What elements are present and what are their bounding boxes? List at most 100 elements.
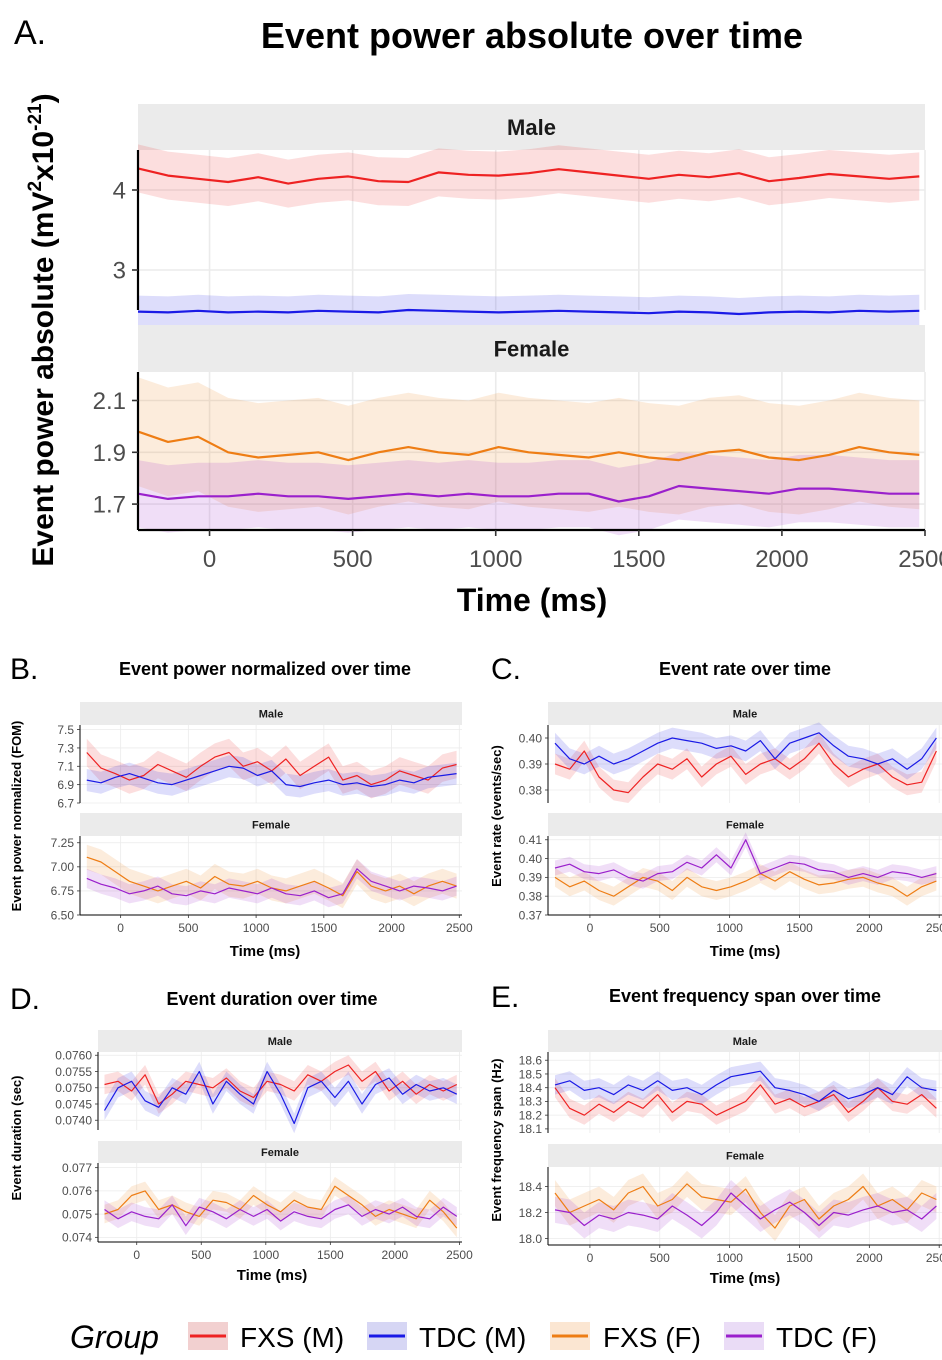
chart-d-female-y-tick-label-3: 0.077 (62, 1161, 92, 1175)
chart-b-x-tick-label-2: 1000 (243, 921, 270, 935)
panel-letter-a: A. (14, 14, 46, 52)
chart-e-x-tick-label-5: 2500 (926, 1251, 942, 1265)
chart-b-male-y-tick-label-1: 6.9 (57, 778, 74, 792)
panel-letter-b: B. (10, 653, 38, 686)
chart-a-xlabel: Time (ms) (457, 582, 608, 618)
chart-a-ylabel-part-1: Event power absolute (mV (27, 192, 60, 567)
legend-label-fxs-m: FXS (M) (240, 1322, 344, 1353)
chart-a-female-y-tick-label-2: 2.1 (93, 388, 126, 415)
chart-c-male-strip-label: Male (733, 708, 757, 720)
chart-e-female-strip-label: Female (726, 1150, 764, 1162)
chart-c-x-tick-label-3: 1500 (786, 921, 813, 935)
chart-d-x-tick-label-0: 0 (133, 1248, 140, 1262)
chart-c-x-tick-label-2: 1000 (716, 921, 743, 935)
chart-b-x-tick-label-1: 500 (178, 921, 198, 935)
chart-b-x-tick-label-4: 2000 (378, 921, 405, 935)
chart-e-male-fxs-m-line (554, 1084, 937, 1116)
legend-label-tdc-m: TDC (M) (419, 1322, 526, 1353)
chart-a-male-fxs-m-line (137, 167, 920, 185)
chart-a-x-tick-label-5: 2500 (898, 546, 942, 573)
chart-c-title: Event rate over time (659, 659, 831, 679)
chart-e-x-tick-label-2: 1000 (716, 1251, 743, 1265)
chart-b-female-strip-label: Female (252, 819, 290, 831)
chart-b-female-y-tick-label-0: 6.50 (51, 908, 75, 922)
chart-b-title: Event power normalized over time (119, 659, 411, 679)
chart-e-female-strip (548, 1144, 942, 1167)
legend-label-tdc-f: TDC (F) (776, 1322, 877, 1353)
chart-a-x-tick-label-3: 1500 (612, 546, 665, 573)
chart-b-xlabel: Time (ms) (230, 943, 301, 960)
chart-d-female-fxs-f-ribbon (104, 1176, 457, 1238)
chart-a-female-strip-label: Female (494, 336, 570, 361)
chart-e-male-y-tick-label-4: 18.5 (519, 1067, 543, 1081)
chart-d-x-tick-label-4: 2000 (382, 1248, 409, 1262)
chart-e-female-y-tick-label-1: 18.2 (519, 1206, 543, 1220)
chart-c-x-tick-label-4: 2000 (856, 921, 883, 935)
chart-e-x-tick-label-0: 0 (587, 1251, 594, 1265)
plot-area: Male 3 4 Female 1.7 1.9 2.1 0 500 1000 1500 2000 250… (51, 104, 942, 1265)
chart-d-x-tick-label-3: 1500 (317, 1248, 344, 1262)
chart-c-male-y-tick-label-1: 0.39 (519, 757, 543, 771)
chart-c-x-tick-label-0: 0 (587, 921, 594, 935)
chart-d-male-y-tick-label-1: 0.0745 (55, 1097, 92, 1111)
chart-b-male-fxs-m-ribbon (86, 738, 457, 799)
chart-c-male-fxs-m-line (554, 742, 937, 794)
chart-b-male-y-tick-label-2: 7.1 (57, 760, 74, 774)
panel-letter-d: D. (10, 983, 40, 1016)
chart-a-x-tick-label-1: 500 (333, 546, 373, 573)
chart-a-title: Event power absolute over time (261, 15, 803, 56)
chart-a-male-y-tick-label-1: 4 (113, 178, 126, 205)
chart-c-male-tdc-m-line (554, 732, 937, 770)
chart-a-female-tdc-f-ribbon (138, 452, 920, 536)
chart-c-male-fxs-m-ribbon (555, 732, 937, 803)
chart-a-female-fxs-f-ribbon (138, 377, 920, 515)
chart-d-ylabel: Event duration (sec) (9, 1076, 24, 1201)
chart-b-male-y-tick-label-4: 7.5 (57, 723, 74, 737)
legend-item-tdc-m: TDC (M) (367, 1322, 526, 1353)
chart-e-x-tick-label-1: 500 (650, 1251, 670, 1265)
chart-d-female-y-tick-label-1: 0.075 (62, 1207, 92, 1221)
chart-e-ylabel: Event frequency span (Hz) (489, 1058, 504, 1221)
chart-b-male-strip (80, 702, 462, 725)
chart-c-female-strip-label: Female (726, 819, 764, 831)
chart-a-x-tick-label-0: 0 (203, 546, 216, 573)
chart-c-female-y-tick-label-1: 0.38 (519, 890, 543, 904)
chart-b-male-strip-label: Male (259, 708, 283, 720)
chart-a-ylabel-part-3: ) (27, 93, 60, 103)
chart-b-female-y-tick-label-1: 6.75 (51, 884, 75, 898)
chart-d-female-y-tick-label-0: 0.074 (62, 1231, 92, 1245)
chart-e-female-fxs-f-line (554, 1183, 937, 1229)
chart-a-female-fxs-f-line (137, 430, 920, 462)
chart-e-female-fxs-f-ribbon (555, 1170, 937, 1242)
chart-d-male-y-tick-label-0: 0.0740 (55, 1114, 92, 1128)
chart-e-male-tdc-m-line (554, 1070, 937, 1102)
chart-e-plot: Male18.118.218.318.418.518.6Female18.018… (519, 1030, 942, 1265)
chart-b-plot: Male 6.7 6.9 7.1 7.3 7.5 Female 6.50 6.75 7.00 7.2… (51, 702, 473, 935)
chart-c-female-fxs-f-line (554, 871, 937, 897)
chart-b-x-tick-label-5: 2500 (446, 921, 473, 935)
legend-item-fxs-m: FXS (M) (188, 1322, 344, 1353)
panel-letter-e: E. (491, 981, 519, 1014)
chart-d-female-fxs-f-line (104, 1185, 458, 1229)
chart-d-male-y-tick-label-3: 0.0755 (55, 1065, 92, 1079)
legend: Group FXS (M) TDC (M) FXS (F) TDC (F) (70, 1319, 877, 1355)
chart-a-male-strip-label: Male (507, 115, 556, 140)
chart-e-female-y-tick-label-0: 18.0 (519, 1232, 543, 1246)
chart-b-female-y-tick-label-2: 7.00 (51, 860, 75, 874)
chart-d-male-tdc-m-ribbon (104, 1061, 457, 1134)
chart-b-female-fxs-f-ribbon (86, 844, 457, 909)
chart-d-female-y-tick-label-2: 0.076 (62, 1184, 92, 1198)
chart-e-male-y-tick-label-0: 18.1 (519, 1122, 543, 1136)
chart-a-male-fxs-m-ribbon (138, 144, 920, 208)
chart-a-male-strip (138, 104, 925, 150)
chart-c-xlabel: Time (ms) (710, 943, 781, 960)
chart-c-female-strip (548, 813, 942, 836)
chart-c-ylabel: Event rate (events/sec) (489, 745, 504, 887)
chart-b-female-y-tick-label-3: 7.25 (51, 836, 75, 850)
chart-a-x-tick-label-4: 2000 (755, 546, 808, 573)
chart-a-male-y-tick-label-0: 3 (113, 258, 126, 285)
chart-a-ylabel: Event power absolute (mV2x10-21) (25, 93, 60, 566)
chart-d-male-strip (98, 1030, 462, 1052)
chart-b-male-tdc-m-ribbon (86, 755, 457, 798)
